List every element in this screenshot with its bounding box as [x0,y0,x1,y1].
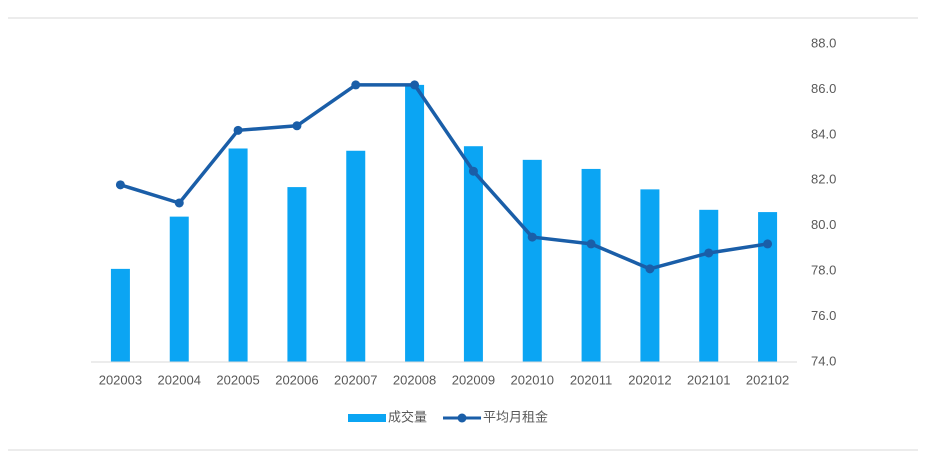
x-tick-label: 202012 [628,372,671,387]
y-tick-label: 88.0 [811,35,836,50]
x-tick-label: 202005 [216,372,259,387]
bar [346,150,366,362]
y-tick-label: 74.0 [811,353,836,368]
line-marker [468,166,478,176]
line-marker [233,125,243,135]
line-marker [292,121,302,131]
y-tick-label: 86.0 [811,81,836,96]
y-tick-label: 76.0 [811,308,836,323]
line-marker [527,232,537,242]
y-tick-label: 84.0 [811,126,836,141]
x-tick-label: 202011 [570,372,612,387]
x-tick-label: 202010 [511,372,554,387]
bar [228,148,248,362]
x-tick-label: 202006 [275,372,318,387]
y-tick-label: 82.0 [811,172,836,187]
x-tick-label: 202004 [158,372,201,387]
x-tick-label: 202101 [687,372,730,387]
bar [699,209,719,362]
line-marker [174,198,184,208]
legend-label: 成交量 [388,409,427,424]
bar [522,159,542,362]
legend-label: 平均月租金 [483,409,548,424]
line-marker [410,80,420,90]
line-marker [763,239,773,249]
line-marker [586,239,596,249]
bar [405,84,425,362]
x-tick-label: 202102 [746,372,789,387]
x-tick-label: 202003 [99,372,142,387]
bar [110,268,130,362]
y-tick-label: 80.0 [811,217,836,232]
bar [640,189,660,362]
line-marker [645,264,655,274]
bar [287,187,307,362]
bar [463,146,483,362]
x-tick-label: 202007 [334,372,377,387]
line-marker [704,248,714,258]
line [119,83,768,271]
line-marker [115,180,125,190]
legend-swatch [457,413,467,423]
bar [581,168,601,362]
y-tick-label: 78.0 [811,263,836,278]
x-tick-label: 202009 [452,372,495,387]
x-tick-label: 202008 [393,372,436,387]
bar [169,216,189,362]
legend-swatch [348,414,386,422]
line-marker [351,80,361,90]
bar [758,212,778,362]
